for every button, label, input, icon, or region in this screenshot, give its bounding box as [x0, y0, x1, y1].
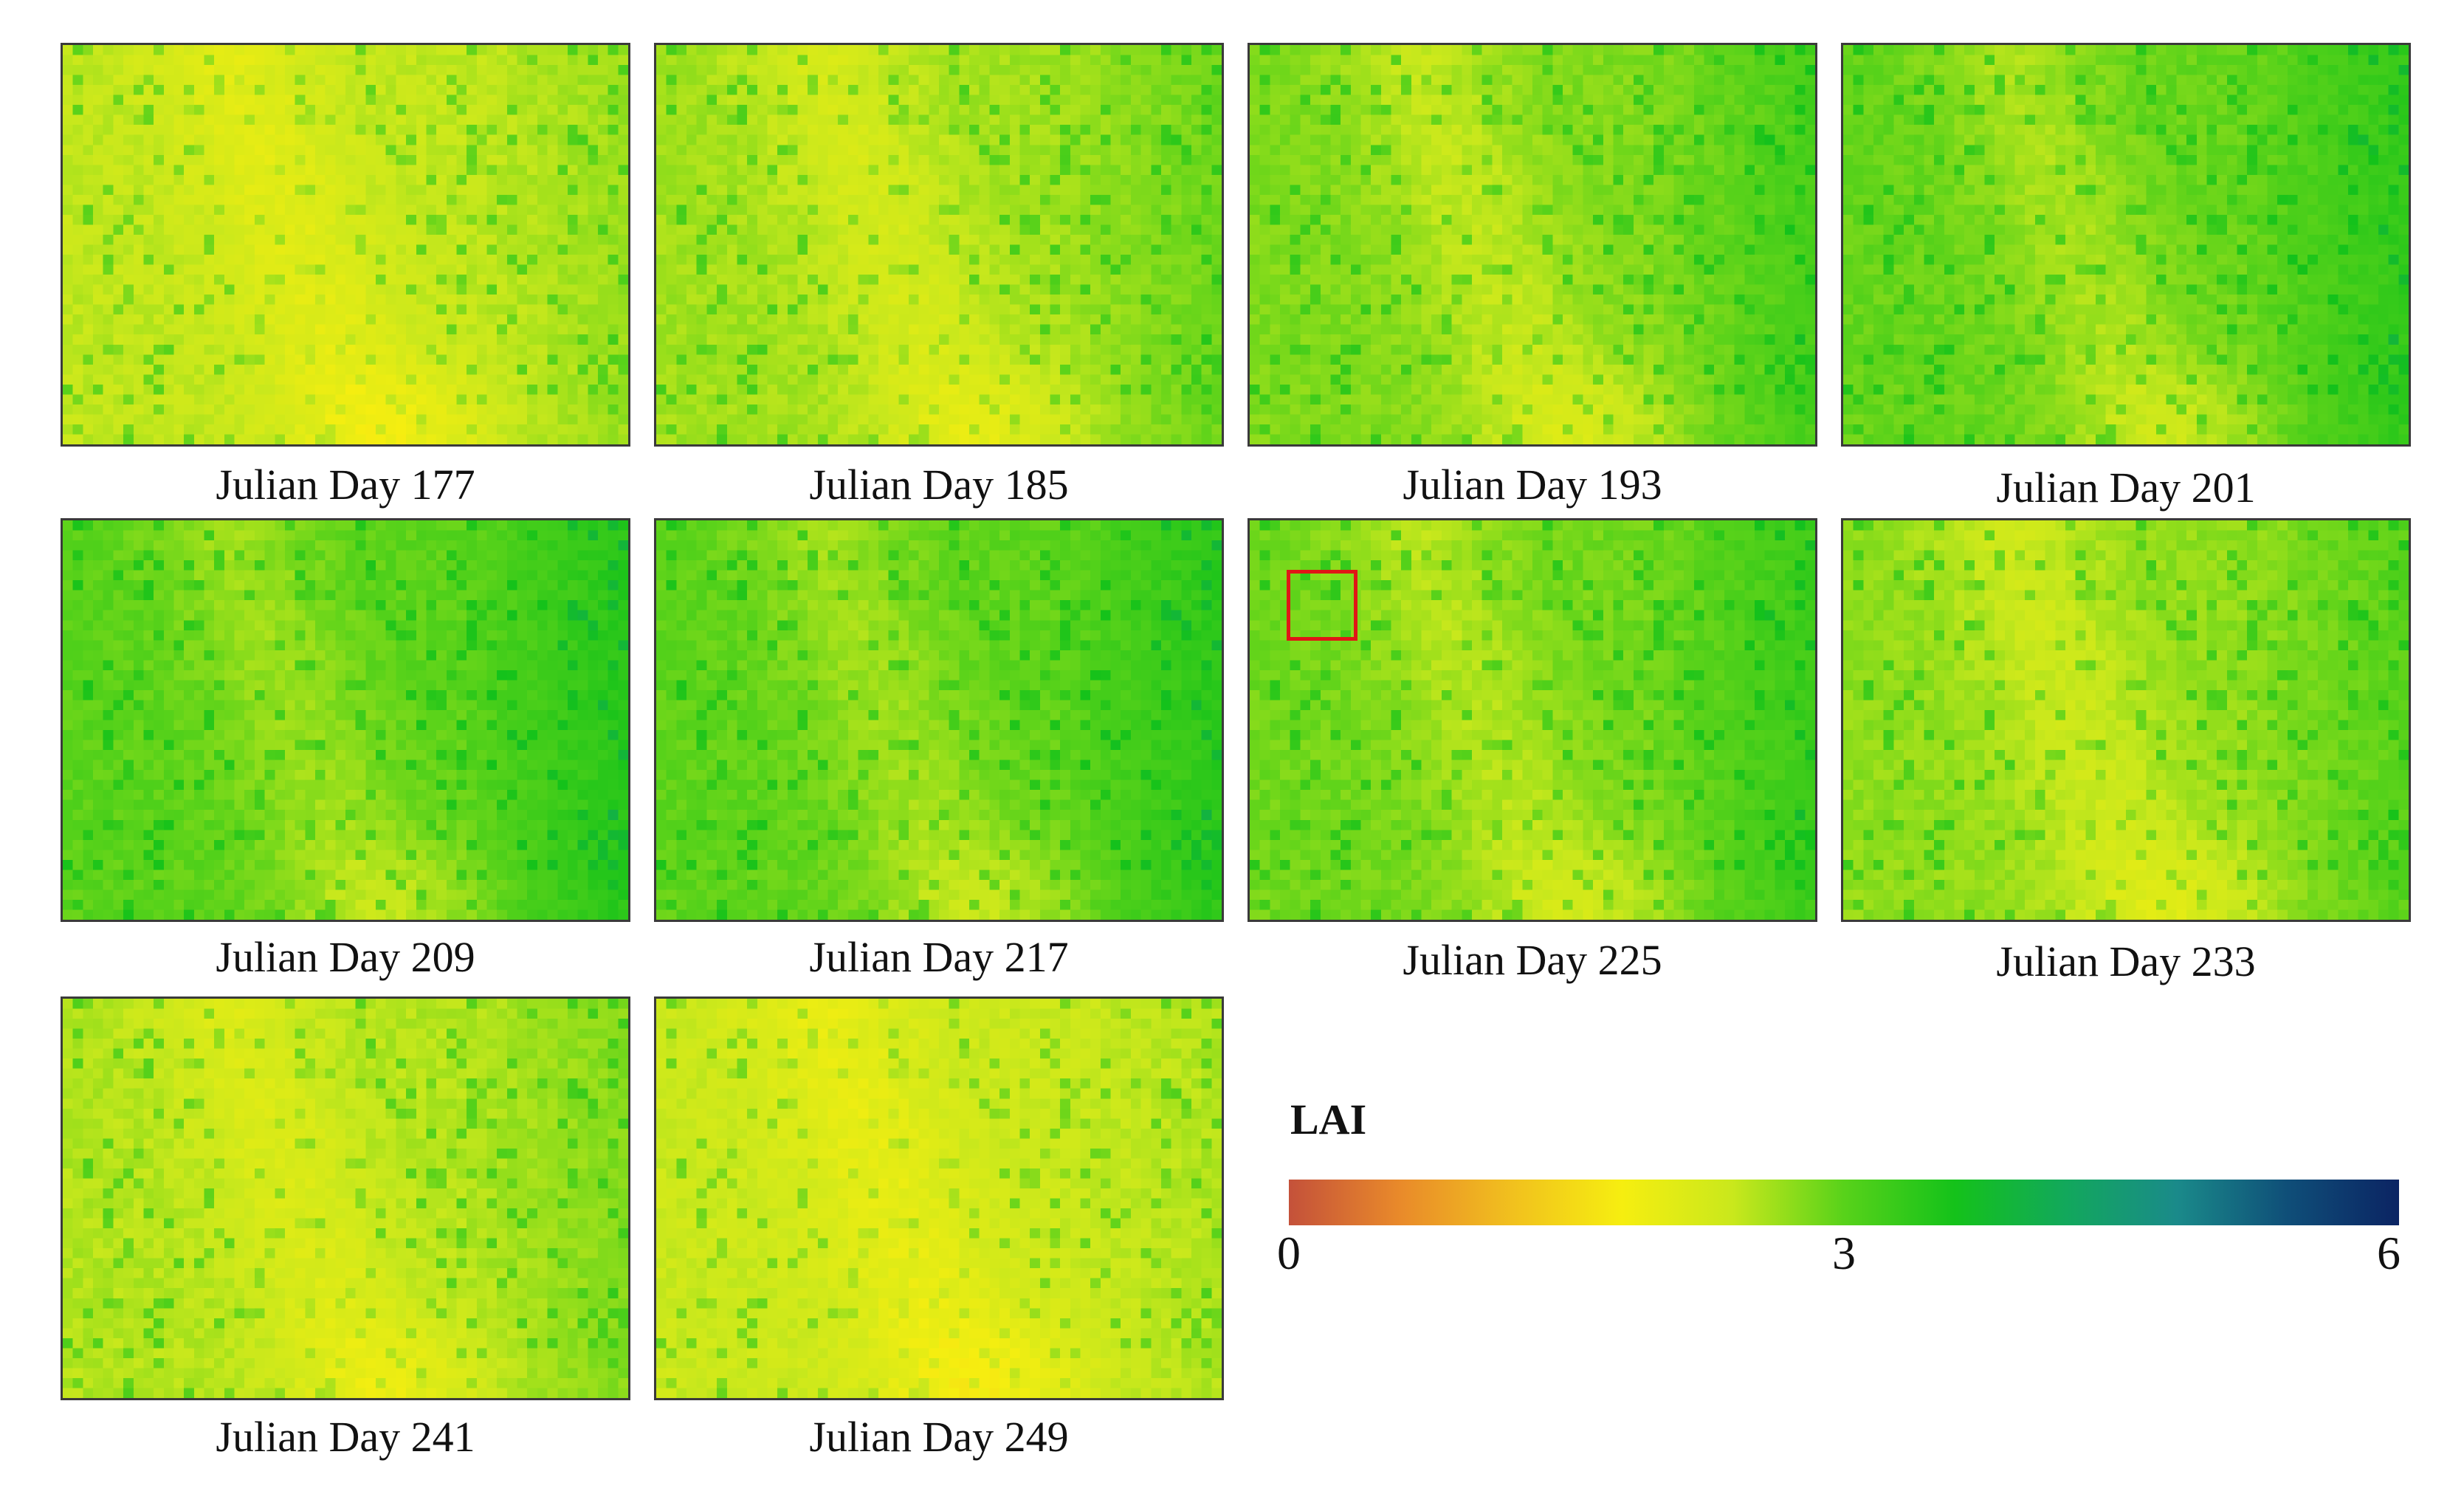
lai-raster — [1250, 520, 1815, 920]
lai-raster — [1250, 45, 1815, 444]
lai-map-day-217 — [654, 518, 1224, 922]
legend-tick-max: 6 — [2377, 1227, 2401, 1279]
lai-raster — [63, 45, 628, 444]
panel-label: Julian Day 233 — [1996, 937, 2256, 985]
lai-map-day-241 — [61, 996, 630, 1400]
legend-tick-mid: 3 — [1832, 1227, 1856, 1279]
panel-label: Julian Day 225 — [1403, 936, 1662, 984]
panel-label: Julian Day 201 — [1996, 464, 2256, 512]
lai-map-day-233 — [1841, 518, 2411, 922]
lai-map-day-193 — [1248, 43, 1817, 447]
lai-raster — [656, 45, 1222, 444]
panel-label: Julian Day 185 — [809, 461, 1069, 509]
panel-label: Julian Day 241 — [216, 1413, 475, 1461]
region-of-interest-box — [1287, 570, 1357, 641]
lai-map-day-185 — [654, 43, 1224, 447]
panel-label: Julian Day 209 — [216, 933, 475, 981]
lai-map-day-209 — [61, 518, 630, 922]
lai-map-day-201 — [1841, 43, 2411, 447]
lai-raster — [63, 520, 628, 920]
lai-raster — [656, 520, 1222, 920]
panel-label: Julian Day 249 — [809, 1413, 1069, 1461]
lai-map-day-177 — [61, 43, 630, 447]
panel-label: Julian Day 217 — [809, 933, 1069, 981]
panel-label: Julian Day 193 — [1403, 461, 1662, 509]
lai-raster — [1843, 520, 2409, 920]
lai-colorbar — [1289, 1180, 2399, 1225]
lai-map-day-225 — [1248, 518, 1817, 922]
legend-title: LAI — [1290, 1095, 1367, 1143]
lai-raster — [63, 999, 628, 1398]
legend-tick-min: 0 — [1277, 1227, 1301, 1279]
lai-raster — [656, 999, 1222, 1398]
lai-raster — [1843, 45, 2409, 444]
panel-label: Julian Day 177 — [216, 461, 475, 509]
lai-map-day-249 — [654, 996, 1224, 1400]
